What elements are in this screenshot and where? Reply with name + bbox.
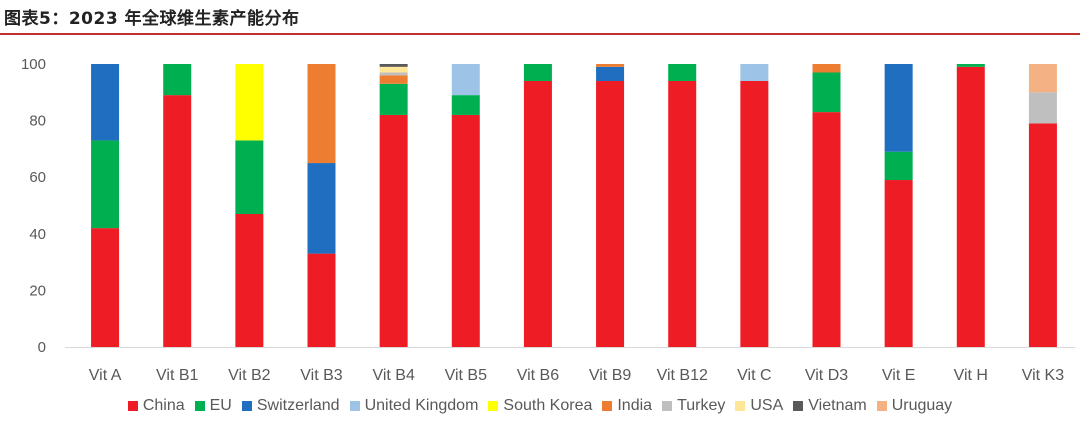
legend-swatch [735, 401, 746, 411]
bar-segment-china [884, 180, 913, 347]
legend-label: EU [209, 397, 232, 414]
bar-segment-eu [163, 64, 192, 96]
legend-label: Switzerland [256, 397, 340, 414]
legend-item: China [127, 397, 185, 415]
x-tick-label: Vit E [882, 367, 916, 384]
y-tick-label: 80 [29, 113, 46, 130]
bar-segment-eu [379, 83, 408, 115]
legend: China EU Switzerland United Kingdom South Ko… [0, 397, 1080, 415]
legend-label: Uruguay [891, 397, 953, 414]
bar-segment-china [379, 114, 408, 347]
bar-segment-switzerland [307, 163, 336, 254]
legend-swatch [793, 401, 804, 411]
x-tick-label: Vit H [954, 367, 988, 384]
bar-segment-uruguay [1028, 64, 1057, 93]
legend-swatch [488, 401, 499, 411]
bar-segment-china [1028, 123, 1057, 348]
bar-segment-china [668, 80, 697, 347]
bar-segment-india [812, 64, 841, 73]
legend-item: India [602, 397, 652, 415]
legend-label: Turkey [677, 397, 726, 414]
bar-segment-eu [812, 72, 841, 113]
x-tick-label: Vit B3 [300, 367, 343, 384]
legend-label: USA [750, 397, 784, 414]
bar-segment-turkey [1028, 92, 1057, 124]
legend-item: USA [735, 397, 783, 415]
bar-segment-china [451, 114, 480, 347]
bar-segment-switzerland [596, 66, 625, 81]
x-tick-label: Vit C [737, 367, 771, 384]
bar-segment-china [956, 66, 985, 347]
y-tick-label: 20 [29, 282, 46, 299]
bar-segment-eu [235, 140, 264, 214]
x-tick-label: Vit B4 [372, 367, 415, 384]
legend-swatch [127, 401, 138, 411]
x-tick-label: Vit K3 [1022, 367, 1065, 384]
bar-segment-china [740, 80, 769, 347]
bar-segment-china [163, 95, 192, 347]
bar-segment-eu [91, 140, 120, 229]
legend-label: China [142, 397, 185, 414]
bar-segment-eu [451, 95, 480, 115]
bar-segment-china [91, 228, 120, 347]
legend-swatch [876, 401, 887, 411]
legend-label: Vietnam [808, 397, 867, 414]
y-tick-label: 60 [29, 169, 46, 186]
x-tick-label: Vit B2 [228, 367, 271, 384]
bar-segment-switzerland [91, 64, 120, 141]
x-tick-label: Vit B1 [156, 367, 199, 384]
legend-item: United Kingdom [349, 397, 479, 415]
x-tick-label: Vit B12 [657, 367, 708, 384]
bars [91, 64, 1057, 348]
bar-segment-india [596, 64, 625, 67]
bar-segment-united-kingdom [740, 64, 769, 81]
bar-segment-china [812, 112, 841, 347]
figure-title: 图表5：2023 年全球维生素产能分布 [4, 9, 300, 29]
y-tick-label: 40 [29, 226, 46, 243]
bar-segment-south-korea [235, 64, 264, 141]
legend-item: EU [194, 397, 232, 415]
legend-swatch [662, 401, 673, 411]
x-tick-label: Vit B5 [445, 367, 488, 384]
x-tick-label: Vit D3 [805, 367, 848, 384]
x-tick-label: Vit B6 [517, 367, 560, 384]
bar-segment-india [379, 75, 408, 84]
legend-swatch [241, 401, 252, 411]
x-axis-labels: Vit A Vit B1 Vit B2 Vit B3 Vit B4 Vit B5 Vit B… [89, 367, 1064, 384]
legend-swatch [602, 401, 613, 411]
legend-label: South Korea [503, 397, 593, 414]
bar-segment-eu [668, 64, 697, 81]
legend-label: United Kingdom [364, 397, 479, 414]
bar-segment-china [523, 80, 552, 347]
x-tick-label: Vit A [89, 367, 122, 384]
title-divider [0, 33, 1080, 35]
bar-segment-vietnam [379, 64, 408, 67]
y-tick-label: 0 [38, 339, 46, 356]
legend-item: Turkey [662, 397, 725, 415]
legend-item: Vietnam [793, 397, 867, 415]
x-tick-label: Vit B9 [589, 367, 632, 384]
bar-segment-eu [523, 64, 552, 81]
legend-swatch [349, 401, 360, 411]
bar-segment-usa [379, 66, 408, 73]
y-tick-label: 100 [21, 56, 46, 73]
bar-segment-switzerland [884, 64, 913, 152]
bar-segment-china [307, 253, 336, 347]
legend-label: India [617, 397, 653, 414]
bar-segment-china [235, 213, 264, 347]
bar-segment-india [307, 64, 336, 164]
legend-item: Switzerland [241, 397, 340, 415]
bar-segment-china [596, 80, 625, 347]
bar-segment-eu [884, 151, 913, 181]
legend-swatch [194, 401, 205, 411]
bar-segment-turkey [379, 72, 408, 76]
bar-segment-united-kingdom [451, 64, 480, 96]
bar-segment-eu [956, 64, 985, 67]
y-axis: 0 20 40 60 80 100 [21, 56, 1075, 356]
legend-item: Uruguay [876, 397, 953, 415]
legend-item: South Korea [488, 397, 592, 415]
